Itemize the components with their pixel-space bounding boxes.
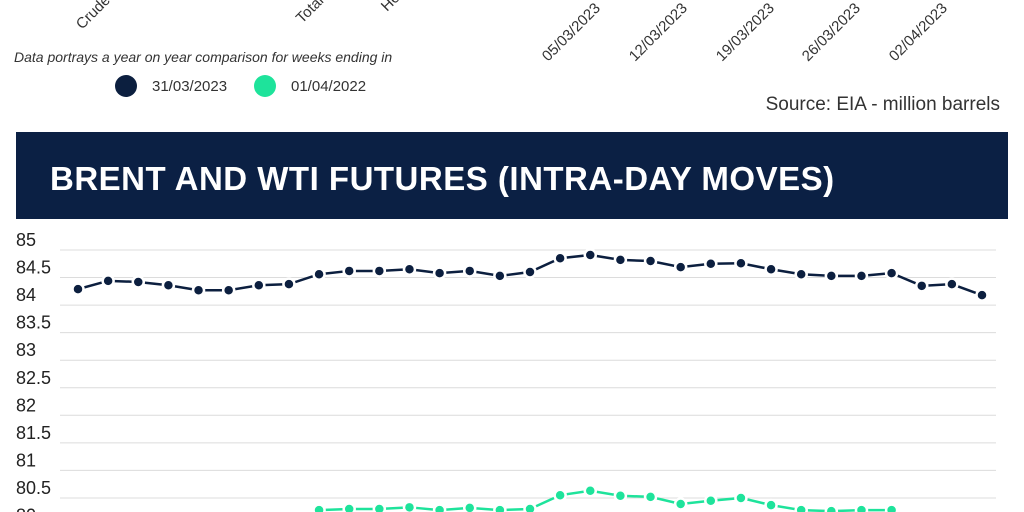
data-point xyxy=(673,497,688,511)
data-point xyxy=(342,264,356,278)
data-point xyxy=(432,266,447,280)
data-point xyxy=(583,248,598,262)
data-point xyxy=(884,266,899,280)
data-point xyxy=(221,283,236,297)
data-point xyxy=(975,288,989,302)
date-label: 12/03/2023 xyxy=(626,0,691,65)
y-tick-label: 84.5 xyxy=(16,258,51,278)
data-point xyxy=(643,490,658,504)
category-fragment: Total xyxy=(293,0,327,27)
title-banner xyxy=(16,132,1008,219)
data-point xyxy=(523,502,537,512)
data-point xyxy=(734,491,748,505)
data-point xyxy=(673,260,688,274)
y-tick-label: 81 xyxy=(16,450,36,470)
y-tick-label: 84 xyxy=(16,285,36,305)
note: Data portrays a year on year comparison … xyxy=(14,49,392,65)
data-point xyxy=(312,267,326,281)
data-point xyxy=(704,493,718,508)
date-label: 02/04/2023 xyxy=(886,0,951,65)
data-point xyxy=(643,254,658,268)
plot: 85 84.5 84 83.5 83 82.5 82 81.5 81 80.5 80 xyxy=(16,230,996,512)
data-point xyxy=(824,504,839,512)
data-point xyxy=(553,488,567,502)
data-point xyxy=(945,277,959,291)
data-point xyxy=(312,503,326,512)
data-point xyxy=(372,264,387,278)
date-label: 26/03/2023 xyxy=(799,0,864,65)
data-point xyxy=(884,503,899,512)
y-tick-label: 81.5 xyxy=(16,423,51,443)
y-tick-label: 83 xyxy=(16,340,36,360)
data-point xyxy=(493,503,507,512)
data-point xyxy=(342,502,356,512)
y-tick-label: 82 xyxy=(16,395,36,415)
data-point xyxy=(613,253,628,267)
data-point xyxy=(71,282,85,296)
date-label: 19/03/2023 xyxy=(713,0,778,65)
data-point xyxy=(252,278,266,293)
data-point xyxy=(493,269,507,283)
data-point xyxy=(372,502,387,512)
y-tick-label: 83.5 xyxy=(16,313,51,333)
data-point xyxy=(402,262,417,277)
data-point xyxy=(734,256,748,270)
legend-label: 01/04/2022 xyxy=(291,78,366,95)
data-point xyxy=(402,500,417,512)
data-point xyxy=(704,257,718,271)
data-point xyxy=(613,488,628,503)
y-tick-label: 82.5 xyxy=(16,368,51,388)
data-point xyxy=(914,279,929,293)
chart-title: BRENT AND WTI FUTURES (INTRA-DAY MOVES) xyxy=(50,160,835,197)
y-tick-label: 80.5 xyxy=(16,478,51,498)
data-point xyxy=(854,503,869,512)
data-point xyxy=(824,269,839,283)
data-point xyxy=(794,267,808,281)
legend-swatch xyxy=(115,75,137,97)
legend-label: 31/03/2023 xyxy=(152,78,227,95)
data-point xyxy=(462,501,477,512)
data-point xyxy=(191,283,206,297)
data-point xyxy=(764,498,778,512)
data-point xyxy=(794,503,808,512)
data-point xyxy=(101,274,115,288)
source: Source: EIA - million barrels xyxy=(766,94,1000,115)
data-point xyxy=(161,278,176,293)
data-point xyxy=(282,277,296,291)
data-point xyxy=(523,265,537,279)
data-point xyxy=(462,264,477,278)
legend-swatch xyxy=(254,75,276,97)
category-fragment: He xyxy=(378,0,404,15)
data-point xyxy=(553,251,567,266)
category-fragment: Crude xyxy=(73,0,114,33)
data-point xyxy=(432,503,447,512)
data-point xyxy=(854,269,869,283)
data-point xyxy=(583,484,598,498)
data-point xyxy=(131,275,146,289)
y-tick-label: 85 xyxy=(16,230,36,250)
data-point xyxy=(764,262,778,277)
date-label: 05/03/2023 xyxy=(539,0,604,65)
y-tick-label: 80 xyxy=(16,506,36,512)
